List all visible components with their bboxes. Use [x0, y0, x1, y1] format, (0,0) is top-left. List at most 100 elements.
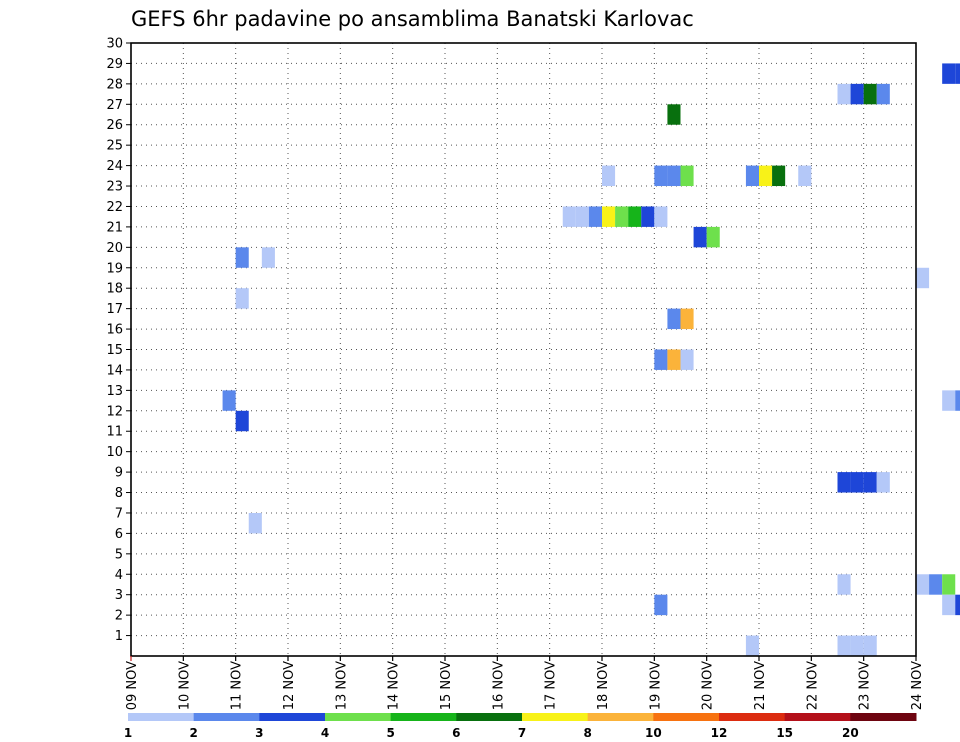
precip-cell: [876, 83, 890, 105]
precip-cell: [602, 165, 616, 187]
x-tick-label: 19 NOV: [648, 661, 663, 710]
x-tick-label: 15 NOV: [439, 661, 454, 710]
y-tick-label: 5: [115, 547, 123, 562]
x-tick-label: 11 NOV: [230, 661, 245, 710]
precip-cell: [942, 63, 956, 84]
y-tick-label: 10: [106, 445, 123, 460]
precip-cell: [235, 247, 249, 268]
colorbar-label: 1: [124, 726, 132, 740]
x-tick-label: 18 NOV: [596, 661, 611, 710]
y-tick-label: 18: [106, 282, 123, 297]
precip-cell: [654, 349, 668, 370]
y-tick-label: 9: [115, 466, 123, 481]
precip-cell: [942, 594, 956, 616]
precip-cell: [602, 206, 616, 227]
precip-cell: [667, 165, 681, 187]
precip-cell: [235, 288, 249, 309]
y-tick-label: 3: [115, 588, 123, 603]
precip-cell: [680, 165, 694, 187]
y-tick-label: 27: [106, 98, 123, 113]
chart-title: GEFS 6hr padavine po ansamblima Banatski…: [131, 7, 694, 31]
precip-cell: [588, 206, 602, 227]
y-tick-label: 6: [115, 527, 123, 542]
precip-cell: [248, 512, 262, 534]
colorbar-segment: [259, 713, 326, 721]
colorbar-segment: [456, 713, 523, 721]
colorbar-segment: [128, 713, 195, 721]
precip-cell: [641, 206, 655, 227]
colorbar-label: 7: [518, 726, 526, 740]
colorbar-label: 5: [386, 726, 394, 740]
precip-cell: [562, 206, 576, 227]
precip-cell: [837, 472, 851, 493]
precip-cell: [745, 635, 759, 656]
precip-cell: [654, 165, 668, 187]
colorbar-segment: [850, 713, 917, 721]
precip-cell: [261, 247, 275, 268]
plot-frame: [130, 42, 917, 657]
colorbar-label: 15: [776, 726, 793, 740]
colorbar-segment: [522, 713, 589, 721]
precip-cell: [615, 206, 629, 227]
precip-cell: [955, 63, 960, 84]
y-tick-label: 4: [115, 568, 123, 583]
precip-cell: [916, 267, 930, 289]
precip-cell: [667, 104, 681, 125]
colorbar-label: 4: [321, 726, 329, 740]
colorbar-segment: [653, 713, 720, 721]
precip-cell: [929, 574, 943, 595]
y-tick-label: 11: [106, 425, 123, 440]
precip-cell: [955, 390, 960, 411]
colorbar-segment: [784, 713, 851, 721]
precip-cell: [706, 226, 720, 248]
x-tick-label: 12 NOV: [282, 661, 297, 710]
precip-cell: [850, 635, 864, 656]
precip-cell: [850, 472, 864, 493]
x-tick-label: 09 NOV: [125, 661, 140, 710]
x-tick-label: 17 NOV: [544, 661, 559, 710]
grid-lines: [131, 43, 916, 656]
precip-cell: [654, 206, 668, 227]
precip-cells: [222, 63, 960, 656]
y-tick-label: 30: [106, 37, 123, 52]
y-tick-label: 12: [106, 404, 123, 419]
precip-cell: [837, 83, 851, 105]
precip-cell: [772, 165, 786, 187]
precip-cell: [863, 635, 877, 656]
colorbar-label: 8: [583, 726, 591, 740]
precip-cell: [235, 410, 249, 432]
x-tick-label: 13 NOV: [334, 661, 349, 710]
x-axis: 09 NOV 10 NOV 11 NOV 12 NOV 13 NOV 14 NOV 15 N…: [125, 656, 925, 710]
precip-cell: [667, 349, 681, 370]
colorbar-label: 12: [711, 726, 728, 740]
colorbar-label: 6: [452, 726, 460, 740]
colorbar-segment: [390, 713, 457, 721]
x-tick-label: 16 NOV: [491, 661, 506, 710]
colorbar-segment: [193, 713, 260, 721]
y-tick-label: 1: [115, 629, 123, 644]
x-tick-label: 22 NOV: [805, 661, 820, 710]
precip-cell: [863, 83, 877, 105]
y-tick-label: 23: [106, 180, 123, 195]
y-tick-label: 7: [115, 506, 123, 521]
precip-cell: [222, 390, 236, 411]
y-tick-label: 26: [106, 118, 123, 133]
precip-cell: [798, 165, 812, 187]
precip-cell: [863, 472, 877, 493]
y-axis: 1234567891011121314151617181920212223242…: [106, 37, 131, 644]
precip-cell: [680, 349, 694, 370]
x-tick-label: 24 NOV: [910, 661, 925, 710]
x-tick-label: 21 NOV: [753, 661, 768, 710]
x-tick-label: 10 NOV: [177, 661, 192, 710]
y-tick-label: 28: [106, 77, 123, 92]
precip-cell: [745, 165, 759, 187]
y-tick-label: 20: [106, 241, 123, 256]
colorbar-segment: [325, 713, 392, 721]
precip-cell: [667, 308, 681, 330]
precip-cell: [942, 390, 956, 411]
y-tick-label: 22: [106, 200, 123, 215]
y-tick-label: 14: [106, 363, 123, 378]
y-tick-label: 8: [115, 486, 123, 501]
colorbar-label: 3: [255, 726, 263, 740]
